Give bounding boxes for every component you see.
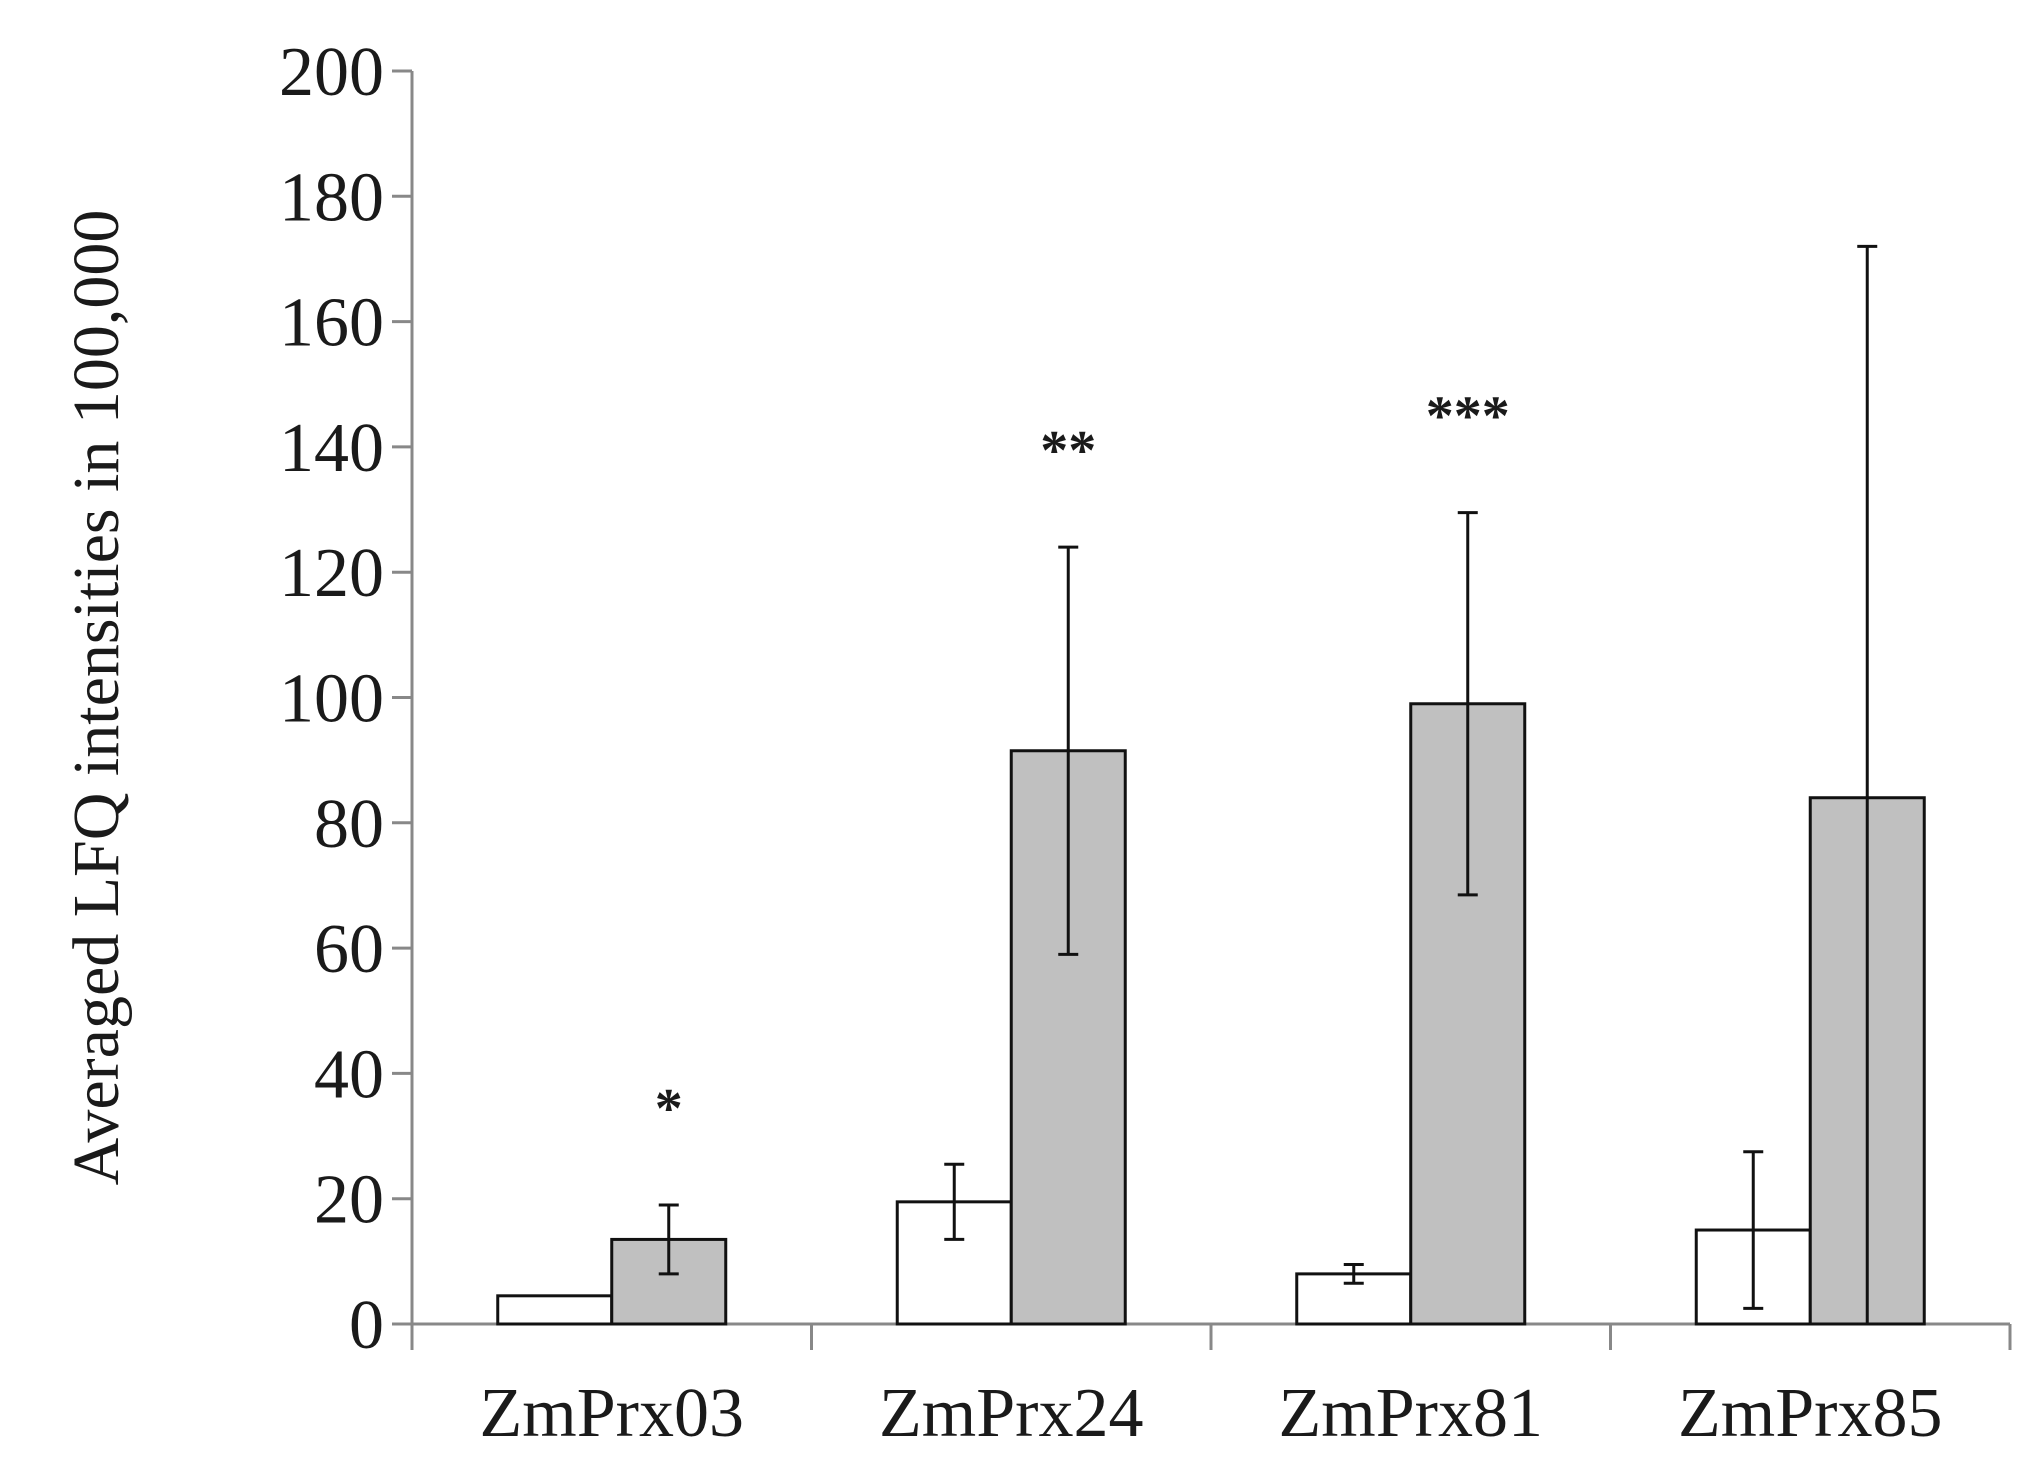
y-tick-label: 140 bbox=[279, 410, 384, 487]
y-tick-label: 120 bbox=[279, 535, 384, 612]
plot-area: 0 20 40 60 80 100 120 140 160 180 200 * ZmPrx03 ** ZmP… bbox=[279, 34, 2012, 1452]
y-tick-label: 0 bbox=[349, 1287, 384, 1364]
x-category-label: ZmPrx85 bbox=[1678, 1375, 1942, 1452]
y-axis-title-group: Averaged LFQ intensities in 100,000 bbox=[60, 210, 133, 1186]
significance-label: ** bbox=[1040, 420, 1096, 482]
significance-label: * bbox=[655, 1078, 683, 1140]
x-category-label: ZmPrx03 bbox=[480, 1375, 744, 1452]
y-tick-label: 20 bbox=[314, 1162, 384, 1239]
y-tick-label: 180 bbox=[279, 159, 384, 236]
significance-label: *** bbox=[1426, 386, 1510, 448]
y-tick-label: 40 bbox=[314, 1036, 384, 1113]
y-axis-title: Averaged LFQ intensities in 100,000 bbox=[60, 210, 133, 1186]
x-category-label: ZmPrx81 bbox=[1279, 1375, 1543, 1452]
y-tick-label: 100 bbox=[279, 661, 384, 738]
y-tick-label: 160 bbox=[279, 285, 384, 362]
bar bbox=[496, 1294, 614, 1326]
x-category-label: ZmPrx24 bbox=[879, 1375, 1143, 1452]
y-tick-label: 200 bbox=[279, 34, 384, 111]
y-tick-label: 60 bbox=[314, 911, 384, 988]
y-tick-label: 80 bbox=[314, 786, 384, 863]
